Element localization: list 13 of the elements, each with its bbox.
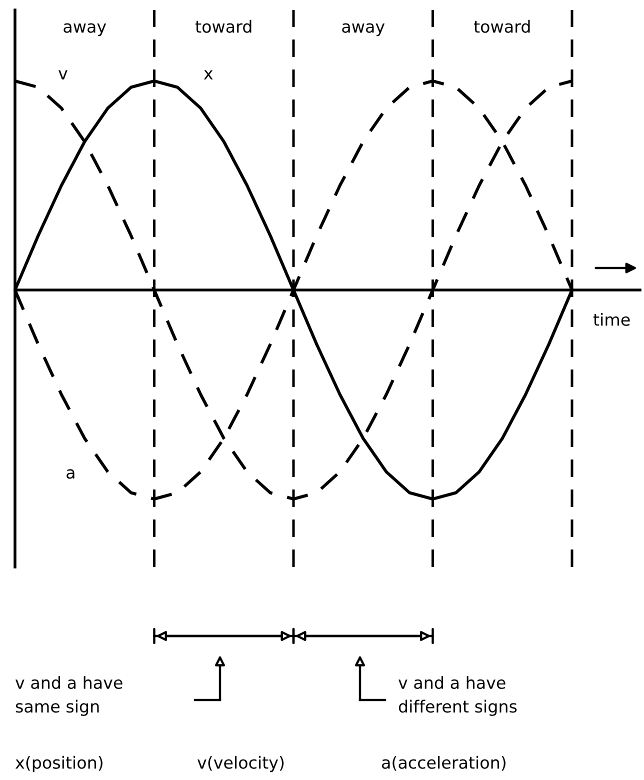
text: x(position) xyxy=(15,756,102,772)
text: v and a have same sign xyxy=(15,676,122,716)
text: a(acceleration) xyxy=(382,756,506,771)
text: v and a have different signs xyxy=(398,676,517,716)
text: away xyxy=(342,23,385,36)
text: away xyxy=(64,23,106,36)
x-axis-title: time xyxy=(593,313,630,326)
series-label: x xyxy=(204,70,213,80)
text: v(velocity) xyxy=(197,756,284,772)
series-label: a xyxy=(66,469,74,479)
text: toward xyxy=(474,20,530,33)
text: toward xyxy=(195,20,252,33)
series-label: v xyxy=(58,70,68,80)
